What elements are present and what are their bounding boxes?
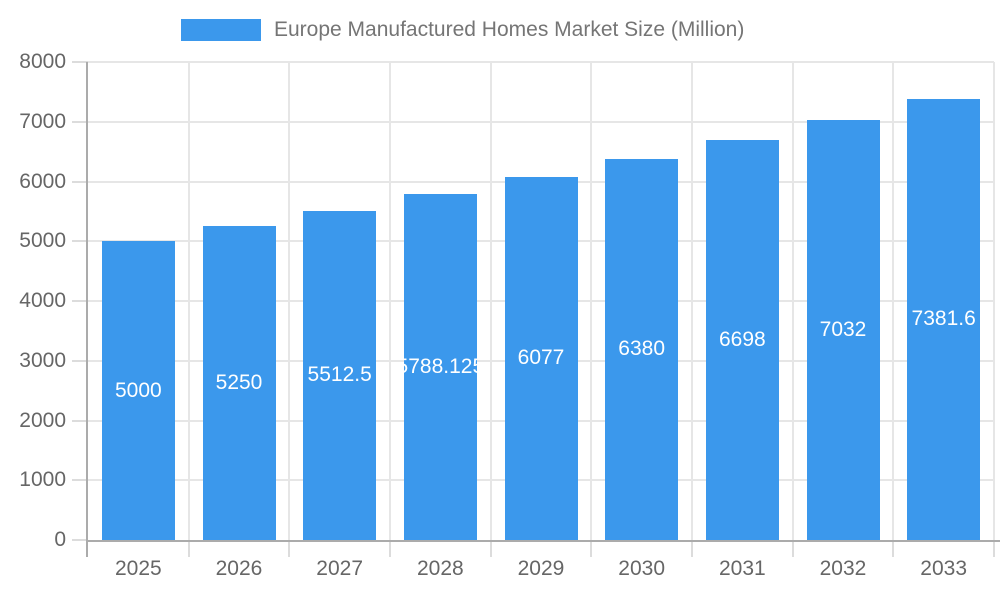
y-axis-label: 1000 [19,468,66,492]
y-axis-label: 7000 [19,109,66,133]
x-axis-tick [187,542,190,557]
x-axis-label: 2026 [215,557,263,580]
y-axis-tick [72,539,88,541]
y-axis-tick [72,300,88,302]
legend-item[interactable]: Europe Manufactured Homes Market Size (M… [181,18,744,42]
y-axis-tick [72,61,88,63]
y-axis-label: 0 [54,528,66,551]
gridline-vertical [489,62,492,540]
gridline-vertical [993,62,995,540]
y-axis-label: 4000 [19,289,66,312]
x-axis-tick [892,542,895,557]
x-axis-label: 2032 [819,557,867,580]
x-axis-label: 2025 [114,557,162,580]
gridline-vertical [590,62,593,540]
x-axis-tick [590,542,593,557]
bar-2030[interactable]: 6380 [605,158,679,540]
bar-2026[interactable]: 5250 [202,226,276,540]
y-axis-line [86,62,88,557]
gridline-vertical [791,62,794,540]
legend-swatch [181,19,261,41]
y-axis-tick [72,180,88,183]
gridline-vertical [288,62,291,540]
bar-value-label: 7381.6 [911,307,976,331]
x-axis-label: 2029 [517,557,565,580]
y-axis-tick [72,359,88,362]
bar-value-label: 6698 [718,327,766,351]
bar-2029[interactable]: 6077 [504,176,578,540]
x-axis-label: 2028 [416,557,464,580]
x-axis-label: 2030 [618,557,666,580]
y-axis-tick [72,479,88,482]
y-axis-tick [72,419,88,422]
bar-value-label: 6380 [618,337,666,361]
bar-2025[interactable]: 5000 [101,241,175,540]
gridline-vertical [389,62,391,540]
bar-value-label: 5512.5 [307,363,372,387]
bar-value-label: 5000 [114,378,162,402]
y-axis-label: 2000 [19,408,66,432]
x-axis-tick [489,542,492,557]
y-axis-tick [72,240,88,243]
gridline-vertical [187,62,190,540]
y-axis-label: 5000 [19,229,66,253]
y-axis-label: 3000 [19,348,66,372]
bar-2027[interactable]: 5512.5 [303,210,377,540]
y-axis-label: 6000 [19,169,66,193]
gridline-vertical [892,62,895,540]
bar-2032[interactable]: 7032 [806,119,880,540]
x-axis-tick [691,542,693,557]
x-axis-line [86,540,1000,542]
x-axis-tick [389,542,391,557]
y-axis-label: 8000 [19,50,66,73]
x-axis-label: 2033 [920,557,968,580]
gridline-horizontal [88,120,994,123]
bar-value-label: 5250 [215,371,263,395]
x-axis-tick [791,542,794,557]
bar-2031[interactable]: 6698 [705,139,779,540]
legend-label: Europe Manufactured Homes Market Size (M… [274,18,745,41]
bar-value-label: 6077 [517,346,565,370]
x-axis-label: 2031 [718,557,766,580]
bar-2033[interactable]: 7381.6 [907,98,981,540]
x-axis-tick [993,542,995,557]
gridline-vertical [691,62,693,540]
x-axis-label: 2027 [316,557,364,580]
x-axis-tick [288,542,291,557]
gridline-horizontal [88,61,994,63]
y-axis-tick [72,120,88,123]
bar-value-label: 7032 [819,317,867,341]
